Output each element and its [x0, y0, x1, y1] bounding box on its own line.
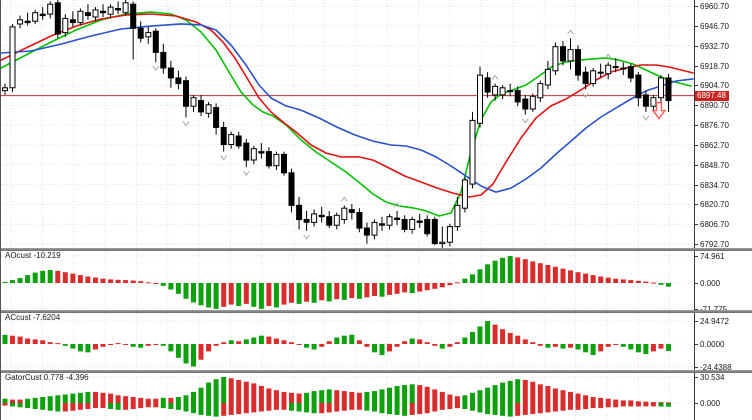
fractal-arrows: [152, 29, 650, 248]
axis-tick: [695, 308, 698, 310]
pane-separator[interactable]: [1, 370, 752, 373]
grid-lines: [10, 0, 671, 248]
axis-price-label: 0.000: [700, 279, 721, 288]
axis-price-label: 6806.70: [700, 220, 729, 230]
axis-price-label: 0.0000: [700, 340, 725, 349]
histogram-bars: [2, 377, 671, 417]
axis-price-label: 6848.70: [700, 160, 729, 170]
axis-price-label: 6918.70: [700, 61, 729, 71]
pane-separator[interactable]: [1, 310, 752, 313]
sell-signal-arrow: [651, 101, 667, 120]
axis-price-label: -71.775: [700, 305, 727, 314]
axis-price-label: 6904.70: [700, 81, 729, 91]
grid-lines: [10, 251, 671, 310]
axis-tick: [695, 224, 698, 226]
alligator-lips-line: [1, 11, 692, 217]
ac-indicator-label: ACcust -7.6204: [5, 313, 61, 322]
histogram-bars: [2, 256, 671, 309]
axis-tick: [695, 144, 698, 146]
axis-price-label: 6862.70: [700, 140, 729, 150]
axis-price-label: 6932.70: [700, 41, 729, 51]
axis-tick: [695, 403, 698, 404]
axis-price-label: 6876.70: [700, 121, 729, 131]
axis-price-label: 24.9472: [700, 316, 729, 326]
ao-indicator-label: AOcust -10.219: [5, 251, 61, 260]
axis-tick: [695, 184, 698, 186]
gator-indicator-pane[interactable]: GatorCust 0.778 -4.396: [1, 373, 694, 420]
axis-tick: [695, 6, 698, 8]
axis-tick: [695, 105, 698, 107]
axis-tick: [695, 320, 698, 322]
axis-tick: [695, 244, 698, 246]
axis-price-label: 6820.70: [700, 200, 729, 210]
axis-tick: [695, 377, 698, 378]
axis-tick: [695, 25, 698, 27]
axis-price-label: 6946.70: [700, 21, 729, 31]
histogram-bars: [2, 321, 671, 367]
grid-lines: [10, 313, 671, 370]
axis-price-label: 6960.70: [700, 2, 729, 12]
axis-tick: [695, 125, 698, 127]
axis-price-label: 6792.70: [700, 240, 729, 250]
current-price-label: 6897.48: [695, 90, 729, 101]
price-axis: 6897.48 6960.70 6946.70 6932.70 6918.70 6904…: [694, 0, 752, 420]
axis-tick: [695, 204, 698, 206]
axis-tick: [695, 164, 698, 166]
axis-tick: [695, 366, 698, 368]
axis-tick: [695, 85, 698, 87]
ac-indicator-pane[interactable]: ACcust -7.6204: [1, 313, 694, 370]
axis-price-label: -24.4388: [700, 362, 732, 372]
price-chart-pane[interactable]: [1, 0, 694, 248]
axis-price-label: 30.534: [700, 373, 725, 382]
axis-tick: [695, 45, 698, 47]
ao-indicator-pane[interactable]: AOcust -10.219: [1, 251, 694, 310]
gator-indicator-label: GatorCust 0.778 -4.396: [5, 373, 89, 382]
axis-price-label: 0.000: [700, 399, 721, 408]
axis-price-label: 6834.70: [700, 180, 729, 190]
pane-separator[interactable]: [1, 248, 752, 251]
axis-price-label: 6890.70: [700, 101, 729, 111]
axis-tick: [695, 256, 698, 257]
axis-tick: [695, 283, 698, 284]
axis-price-label: 74.961: [700, 252, 725, 261]
candlesticks: [2, 0, 672, 248]
alligator-jaw-line: [1, 23, 694, 193]
axis-tick: [695, 344, 698, 345]
axis-tick: [695, 65, 698, 67]
